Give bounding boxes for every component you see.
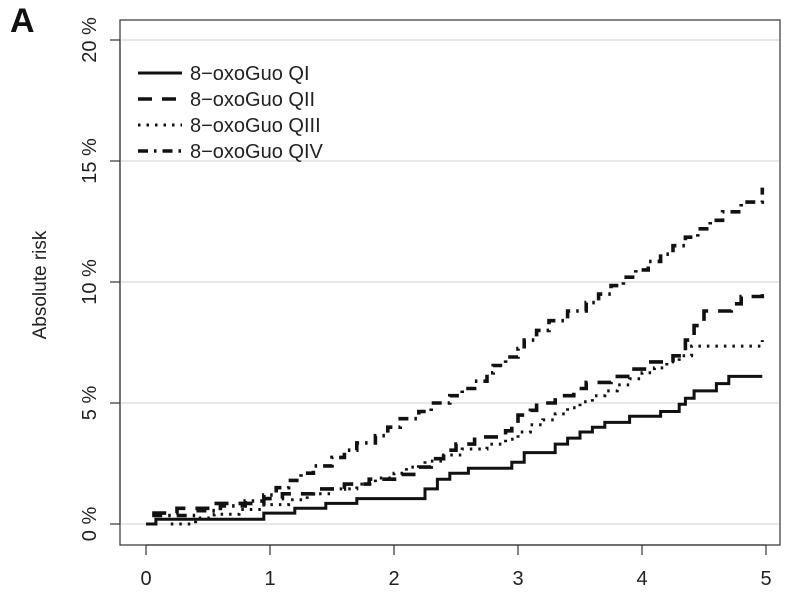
y-tick-label: 10 % bbox=[79, 259, 101, 305]
x-tick-label: 3 bbox=[512, 568, 523, 590]
legend-label: 8−oxoGuo QIII bbox=[190, 115, 321, 137]
series-line bbox=[152, 294, 765, 515]
legend: 8−oxoGuo QI 8−oxoGuo QII 8−oxoGuo QIII 8−ox… bbox=[138, 63, 324, 163]
x-tick-label: 4 bbox=[636, 568, 647, 590]
legend-label: 8−oxoGuo QII bbox=[190, 89, 315, 111]
series-line bbox=[170, 340, 764, 526]
y-tick-label: 20 % bbox=[79, 17, 101, 63]
y-tick-label: 0 % bbox=[79, 507, 101, 542]
legend-label: 8−oxoGuo QIV bbox=[190, 141, 324, 163]
x-tick-label: 5 bbox=[760, 568, 771, 590]
x-tick-label: 1 bbox=[264, 568, 275, 590]
y-tick-label: 5 % bbox=[79, 386, 101, 421]
series-line bbox=[152, 187, 765, 518]
series-lines bbox=[146, 187, 765, 526]
x-axis: 0 1 2 3 4 5 bbox=[140, 544, 772, 590]
y-axis: 0 % 5 % 10 % 15 % 20 % bbox=[79, 17, 121, 542]
y-tick-label: 15 % bbox=[79, 138, 101, 184]
series-line bbox=[146, 374, 763, 526]
x-tick-label: 2 bbox=[388, 568, 399, 590]
y-axis-label: Absolute risk bbox=[30, 230, 51, 339]
x-tick-label: 0 bbox=[140, 568, 151, 590]
legend-label: 8−oxoGuo QI bbox=[190, 63, 310, 85]
panel-label: A bbox=[10, 2, 35, 40]
